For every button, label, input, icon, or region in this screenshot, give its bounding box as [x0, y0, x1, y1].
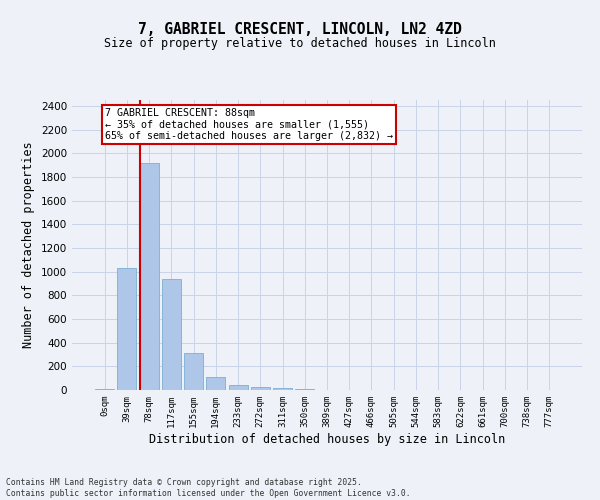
- Text: 7, GABRIEL CRESCENT, LINCOLN, LN2 4ZD: 7, GABRIEL CRESCENT, LINCOLN, LN2 4ZD: [138, 22, 462, 38]
- Bar: [162, 280, 181, 390]
- X-axis label: Distribution of detached houses by size in Lincoln: Distribution of detached houses by size …: [149, 432, 505, 446]
- Bar: [140, 162, 158, 390]
- Text: Size of property relative to detached houses in Lincoln: Size of property relative to detached ho…: [104, 38, 496, 51]
- Bar: [118, 268, 136, 390]
- Bar: [95, 389, 114, 390]
- Text: 7 GABRIEL CRESCENT: 88sqm
← 35% of detached houses are smaller (1,555)
65% of se: 7 GABRIEL CRESCENT: 88sqm ← 35% of detac…: [105, 108, 393, 142]
- Y-axis label: Number of detached properties: Number of detached properties: [22, 142, 35, 348]
- Bar: [184, 352, 203, 390]
- Text: Contains HM Land Registry data © Crown copyright and database right 2025.
Contai: Contains HM Land Registry data © Crown c…: [6, 478, 410, 498]
- Bar: [251, 386, 270, 390]
- Bar: [229, 385, 248, 390]
- Bar: [273, 388, 292, 390]
- Bar: [206, 377, 225, 390]
